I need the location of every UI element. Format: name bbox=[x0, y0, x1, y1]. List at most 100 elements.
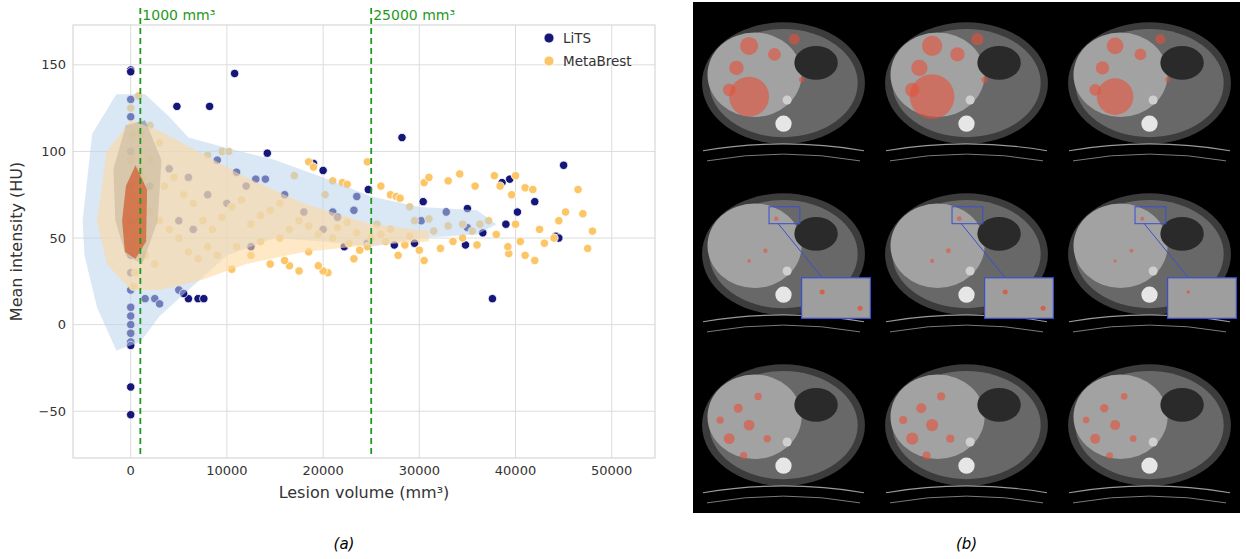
ct-spine bbox=[1141, 458, 1157, 474]
ct-lesion bbox=[937, 392, 945, 400]
ct-lesion bbox=[1113, 259, 1116, 262]
ct-lesion bbox=[1110, 420, 1120, 430]
ct-slice bbox=[876, 2, 1057, 171]
ct-stomach bbox=[1160, 46, 1203, 80]
ct-tile bbox=[1059, 173, 1240, 342]
y-tick-label: 150 bbox=[41, 57, 66, 72]
legend: LiTSMetaBrest bbox=[544, 30, 632, 69]
point bbox=[511, 171, 519, 179]
ct-aorta bbox=[966, 266, 975, 275]
ct-lesion bbox=[1089, 84, 1101, 96]
ct-liver bbox=[707, 203, 801, 287]
zoom-box bbox=[952, 207, 983, 224]
point bbox=[314, 262, 322, 270]
ct-liver bbox=[707, 374, 801, 459]
x-tick-label: 30000 bbox=[399, 463, 440, 478]
zoom-inset bbox=[985, 278, 1054, 319]
ct-lesion bbox=[1097, 78, 1134, 115]
ct-aorta bbox=[783, 437, 792, 446]
point bbox=[425, 173, 433, 181]
ct-lesion bbox=[768, 48, 781, 61]
ct-slice bbox=[1059, 173, 1240, 342]
zoom-leader bbox=[961, 224, 1005, 278]
ct-aorta bbox=[1149, 437, 1158, 446]
ct-lesion bbox=[1165, 77, 1170, 82]
ct-lesion bbox=[905, 83, 919, 97]
ct-table bbox=[890, 325, 1043, 332]
ct-slice bbox=[693, 2, 874, 171]
ct-lesion bbox=[1129, 249, 1133, 253]
ct-lesion bbox=[724, 433, 735, 444]
ct-stomach bbox=[977, 46, 1020, 80]
threshold-label: 1000 mm³ bbox=[142, 7, 215, 23]
point bbox=[521, 184, 529, 192]
zoom-box bbox=[1135, 207, 1166, 224]
point bbox=[377, 182, 385, 190]
point bbox=[492, 230, 500, 238]
ct-aorta bbox=[783, 266, 792, 275]
ct-spine bbox=[1141, 116, 1157, 132]
ct-table bbox=[703, 486, 864, 493]
ct-lesion bbox=[764, 435, 771, 442]
ct-lesion bbox=[971, 33, 983, 45]
x-axis-title: Lesion volume (mm³) bbox=[279, 483, 450, 502]
point bbox=[490, 171, 498, 179]
point bbox=[355, 246, 363, 254]
background bbox=[0, 0, 1246, 559]
point bbox=[588, 227, 596, 235]
threshold-label: 25000 mm³ bbox=[373, 7, 455, 23]
point bbox=[550, 234, 558, 242]
point bbox=[471, 182, 479, 190]
ct-table bbox=[707, 325, 860, 332]
point bbox=[200, 294, 208, 302]
point bbox=[502, 220, 510, 228]
ct-stomach bbox=[794, 388, 837, 422]
point bbox=[350, 255, 358, 263]
point bbox=[535, 225, 543, 233]
ct-liver bbox=[707, 32, 801, 117]
y-tick-label: 50 bbox=[49, 231, 66, 246]
point bbox=[531, 256, 539, 264]
ct-lesion bbox=[1041, 306, 1046, 311]
ct-lesion bbox=[740, 452, 747, 459]
ct-spine bbox=[775, 116, 791, 132]
threshold-line bbox=[370, 8, 372, 458]
ct-lesion bbox=[906, 433, 918, 445]
threshold-line bbox=[139, 8, 141, 458]
ct-lesion bbox=[1140, 217, 1144, 221]
ct-stomach bbox=[977, 217, 1020, 251]
ct-lesion bbox=[1096, 61, 1109, 74]
ct-tile bbox=[876, 344, 1057, 513]
ct-lesion bbox=[910, 74, 955, 119]
ct-aorta bbox=[1149, 266, 1158, 275]
plot-frame bbox=[73, 25, 655, 458]
ct-lesion bbox=[1121, 393, 1128, 400]
point bbox=[583, 244, 591, 252]
ct-aorta bbox=[966, 95, 975, 104]
x-grid-line bbox=[611, 25, 612, 458]
ct-lesion bbox=[747, 259, 751, 263]
point bbox=[507, 191, 515, 199]
ct-lesion bbox=[957, 216, 962, 221]
ct-lesion bbox=[930, 259, 934, 263]
ct-spine bbox=[958, 458, 974, 474]
point bbox=[420, 256, 428, 264]
point bbox=[449, 237, 457, 245]
point bbox=[266, 260, 274, 268]
ct-lesion bbox=[820, 289, 825, 294]
ct-aorta bbox=[1149, 95, 1158, 104]
ct-lesion bbox=[1155, 34, 1165, 44]
ct-lesion bbox=[1106, 452, 1113, 459]
ct-lesion bbox=[744, 420, 755, 431]
y-grid-line bbox=[73, 411, 655, 412]
ct-table bbox=[890, 154, 1043, 161]
density-region bbox=[122, 165, 147, 258]
ct-lesion bbox=[723, 84, 736, 97]
point bbox=[280, 256, 288, 264]
data-group bbox=[83, 66, 597, 419]
point bbox=[127, 383, 135, 391]
ct-tile bbox=[876, 173, 1057, 342]
panel-b bbox=[693, 2, 1240, 513]
point bbox=[309, 163, 317, 171]
ct-lesion bbox=[946, 435, 954, 443]
